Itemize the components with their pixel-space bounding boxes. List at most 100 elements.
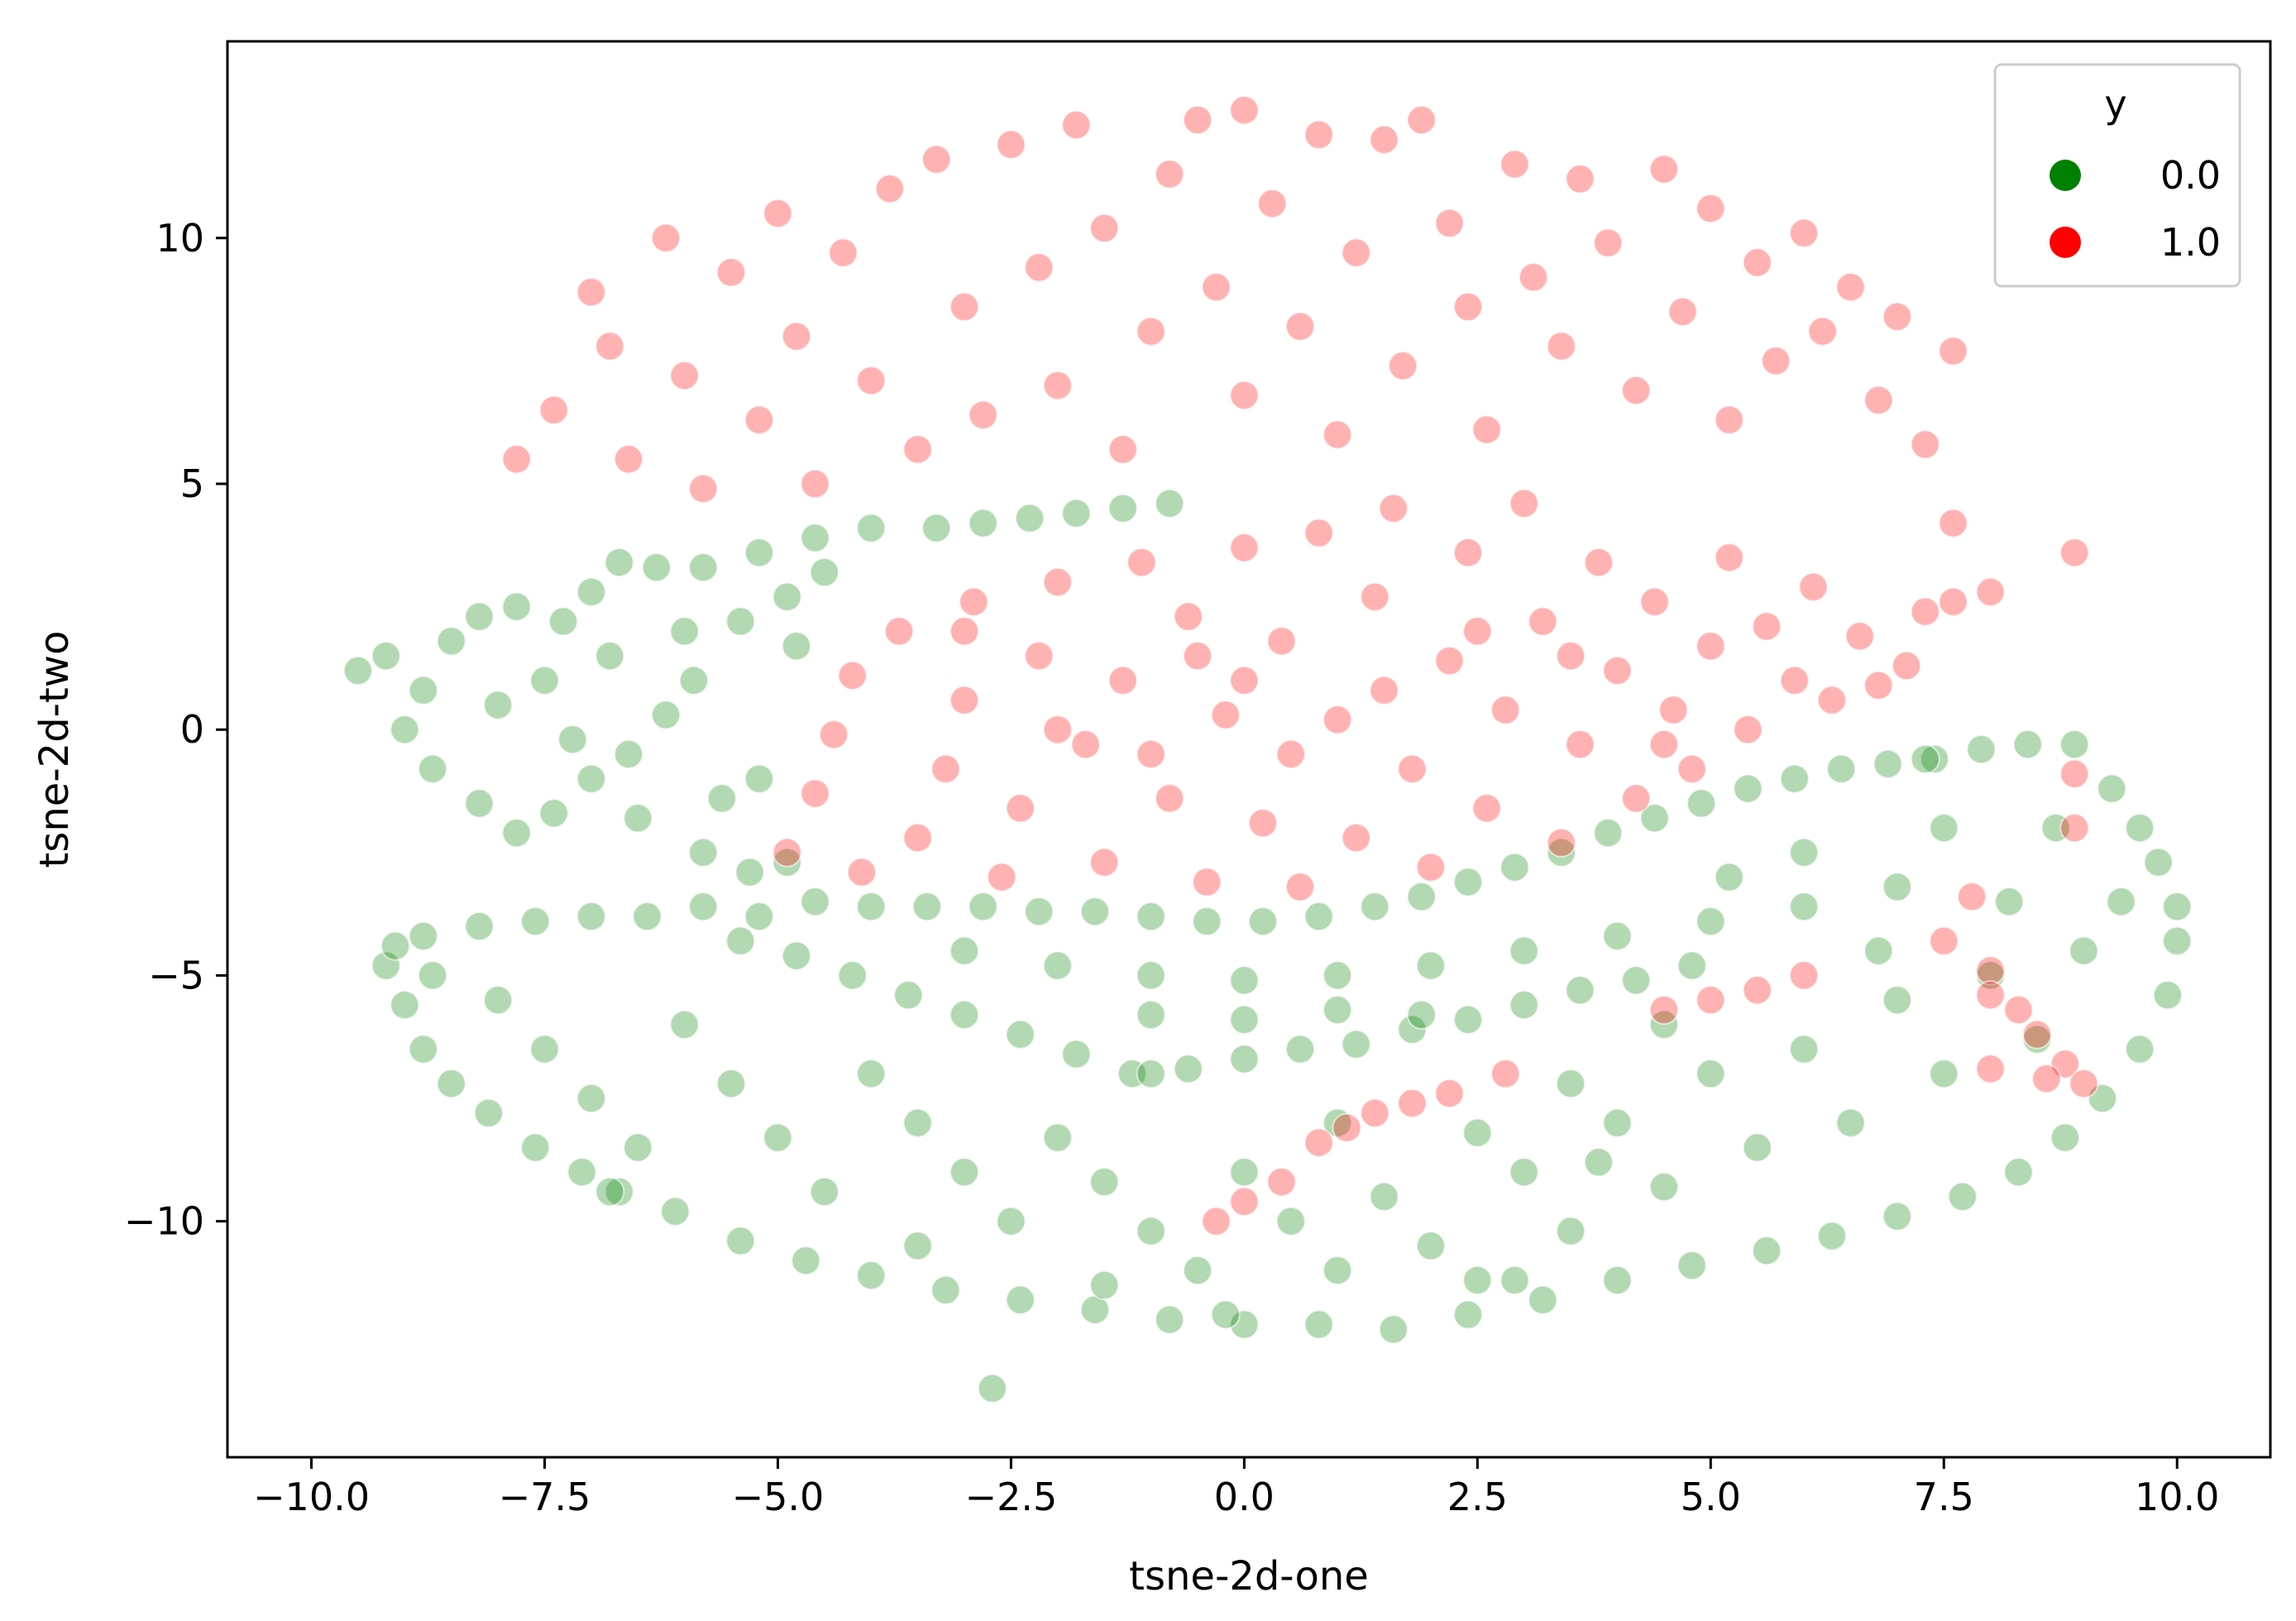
data-point	[1789, 218, 1820, 248]
data-point	[800, 778, 830, 809]
data-point	[660, 1196, 691, 1227]
data-point	[1929, 1059, 1959, 1089]
data-point	[1500, 852, 1530, 882]
data-point	[734, 857, 765, 887]
data-point	[1621, 783, 1652, 814]
data-point	[576, 1083, 606, 1114]
data-point	[856, 366, 887, 396]
y-axis: −10 −5 0 5 10	[124, 216, 227, 1244]
data-point	[1593, 818, 1624, 849]
data-point	[1360, 581, 1390, 612]
data-point	[436, 626, 466, 657]
data-point	[567, 1157, 597, 1188]
data-point	[1266, 626, 1297, 657]
data-point	[1015, 503, 1045, 533]
data-point	[949, 1157, 979, 1188]
data-point	[1061, 498, 1092, 528]
data-point	[1061, 1039, 1092, 1069]
data-point	[464, 788, 495, 819]
x-tick-label: −2.5	[965, 1475, 1058, 1519]
legend-marker-1	[2050, 227, 2081, 258]
data-point	[548, 606, 578, 637]
data-point	[1602, 1265, 1633, 1295]
data-point	[1079, 897, 1110, 927]
legend-title: y	[2104, 82, 2126, 127]
data-point	[763, 198, 793, 229]
data-point	[1369, 1181, 1399, 1212]
data-point	[1471, 414, 1502, 445]
data-point	[1406, 105, 1437, 136]
data-point	[595, 1177, 625, 1207]
data-point	[2069, 1069, 2099, 1099]
data-point	[2059, 538, 2090, 568]
data-point	[1873, 748, 1903, 779]
data-point	[1136, 901, 1166, 932]
data-point	[782, 940, 811, 971]
y-tick-label: 5	[180, 461, 204, 506]
data-point	[1658, 695, 1689, 725]
data-point	[725, 606, 756, 637]
data-point	[1490, 695, 1521, 725]
data-point	[576, 901, 606, 932]
data-point	[418, 753, 448, 784]
data-point	[809, 1177, 839, 1207]
data-point	[651, 700, 682, 730]
data-point	[1621, 375, 1652, 406]
data-point	[1285, 872, 1315, 902]
y-tick-label: −5	[148, 953, 204, 997]
scatter-points	[342, 95, 2193, 1403]
data-point	[1798, 571, 1829, 602]
data-point	[520, 1132, 551, 1163]
data-point	[371, 641, 401, 672]
data-point	[902, 1231, 933, 1261]
data-point	[1042, 950, 1073, 981]
data-point	[1173, 601, 1203, 632]
data-point	[342, 655, 373, 686]
data-point	[1042, 371, 1073, 401]
data-point	[772, 581, 802, 612]
data-point	[1369, 124, 1399, 155]
data-point	[1957, 882, 1987, 912]
data-point	[1042, 567, 1073, 597]
data-point	[1733, 773, 1763, 804]
data-point	[1303, 518, 1334, 548]
data-point	[520, 906, 551, 937]
data-point	[2097, 773, 2127, 804]
data-point	[1556, 641, 1586, 672]
y-tick-label: −10	[124, 1199, 204, 1244]
data-point	[1975, 1054, 2006, 1084]
data-point	[1434, 646, 1465, 676]
data-point	[1546, 331, 1576, 361]
data-point	[464, 601, 495, 632]
data-point	[1826, 753, 1857, 784]
data-point	[1696, 906, 1726, 937]
data-point	[2059, 813, 2090, 844]
data-point	[1648, 1172, 1679, 1203]
data-point	[2162, 892, 2193, 922]
data-point	[782, 631, 811, 662]
data-point	[408, 675, 438, 705]
data-point	[968, 399, 998, 430]
data-point	[408, 1034, 438, 1064]
data-point	[1303, 1127, 1334, 1158]
data-point	[1453, 1299, 1483, 1330]
data-point	[1528, 1284, 1558, 1315]
x-tick-label: −5.0	[732, 1475, 825, 1519]
data-point	[1070, 729, 1101, 760]
data-point	[678, 665, 709, 696]
data-point	[529, 665, 560, 696]
data-point	[1155, 488, 1185, 519]
data-point	[604, 1177, 634, 1207]
data-point	[1415, 1231, 1446, 1261]
data-point	[1415, 852, 1446, 882]
data-point	[2125, 813, 2155, 844]
data-point	[921, 513, 952, 543]
data-point	[921, 144, 952, 175]
series-0.0	[342, 488, 2193, 1403]
data-point	[688, 837, 719, 868]
data-point	[819, 720, 849, 750]
data-point	[1546, 827, 1576, 858]
data-point	[996, 129, 1026, 160]
data-point	[1844, 621, 1875, 652]
data-point	[1789, 1034, 1820, 1064]
